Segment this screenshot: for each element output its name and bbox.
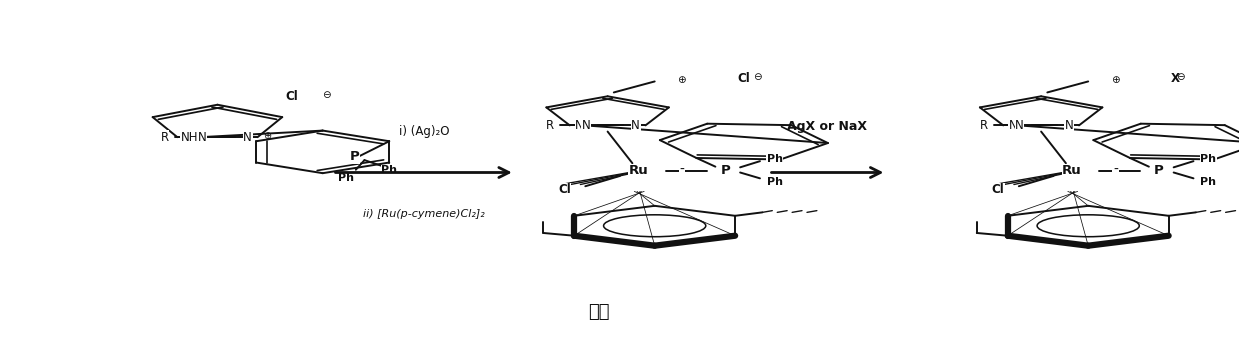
Text: -: - bbox=[1114, 163, 1118, 177]
Text: R: R bbox=[980, 119, 988, 132]
Text: NH: NH bbox=[181, 131, 198, 144]
Text: Cl: Cl bbox=[992, 183, 1004, 196]
Text: N: N bbox=[582, 119, 590, 132]
Text: Ph: Ph bbox=[337, 173, 353, 183]
Text: Ru: Ru bbox=[629, 164, 649, 177]
Text: AgX or NaX: AgX or NaX bbox=[787, 120, 867, 132]
Text: Cl: Cl bbox=[285, 90, 299, 104]
Text: Cl: Cl bbox=[738, 71, 750, 85]
Text: N: N bbox=[243, 131, 252, 144]
Text: N: N bbox=[1065, 119, 1074, 132]
Text: N: N bbox=[1016, 119, 1024, 132]
Text: P: P bbox=[1154, 164, 1163, 177]
Text: Ph: Ph bbox=[766, 154, 782, 164]
Text: Ph: Ph bbox=[381, 166, 397, 176]
Text: ii) [Ru(p-cymene)Cl₂]₂: ii) [Ru(p-cymene)Cl₂]₂ bbox=[363, 209, 485, 219]
Text: Ru: Ru bbox=[1063, 164, 1083, 177]
Text: N: N bbox=[575, 119, 584, 132]
Text: P: P bbox=[720, 164, 730, 177]
Text: i) (Ag)₂O: i) (Ag)₂O bbox=[399, 125, 450, 138]
Text: N: N bbox=[197, 131, 206, 144]
Text: N: N bbox=[1009, 119, 1018, 132]
Text: R: R bbox=[160, 131, 169, 144]
Text: $\oplus$: $\oplus$ bbox=[263, 130, 272, 141]
Text: R: R bbox=[546, 119, 554, 132]
Text: N: N bbox=[631, 119, 640, 132]
Text: X: X bbox=[1172, 71, 1180, 85]
Text: Cl: Cl bbox=[558, 183, 570, 196]
Text: $\oplus$: $\oplus$ bbox=[1111, 74, 1120, 85]
Text: Ph: Ph bbox=[766, 177, 782, 187]
Text: P: P bbox=[350, 150, 360, 163]
Text: Ph: Ph bbox=[1200, 154, 1216, 164]
Text: $\ominus$: $\ominus$ bbox=[753, 71, 763, 82]
Text: $\oplus$: $\oplus$ bbox=[677, 74, 687, 85]
Text: $\ominus$: $\ominus$ bbox=[1177, 71, 1185, 82]
Text: Ph: Ph bbox=[1200, 177, 1216, 187]
Text: 式二: 式二 bbox=[588, 303, 610, 321]
Text: -: - bbox=[680, 163, 684, 177]
Text: $\ominus$: $\ominus$ bbox=[321, 89, 331, 100]
